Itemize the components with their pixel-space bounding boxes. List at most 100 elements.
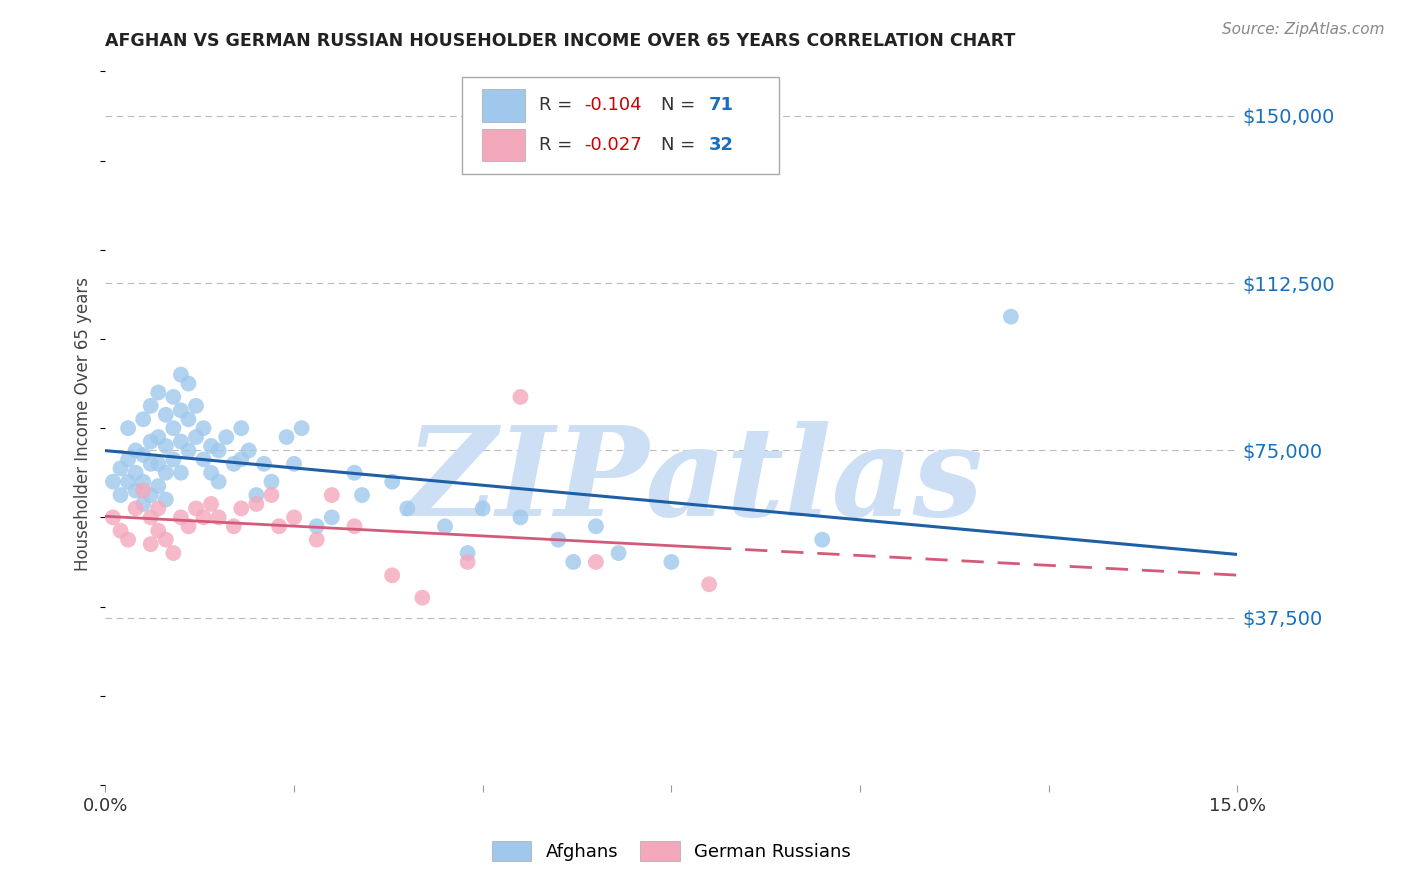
Point: [231, 421, 253, 435]
Point: [148, 457, 170, 471]
Point: [200, 439, 222, 453]
Text: ZIPatlas: ZIPatlas: [405, 421, 983, 542]
Point: [585, 555, 607, 569]
Point: [124, 443, 146, 458]
Point: [238, 443, 260, 458]
Point: [509, 390, 531, 404]
Point: [283, 510, 305, 524]
Point: [208, 510, 231, 524]
Point: [267, 519, 290, 533]
Point: [215, 430, 238, 444]
Point: [132, 475, 155, 489]
Point: [110, 488, 132, 502]
Point: [457, 546, 479, 560]
Text: N =: N =: [661, 96, 702, 114]
Text: Source: ZipAtlas.com: Source: ZipAtlas.com: [1222, 22, 1385, 37]
FancyBboxPatch shape: [482, 129, 526, 161]
Point: [260, 488, 283, 502]
Point: [184, 399, 207, 413]
Point: [343, 519, 366, 533]
Point: [139, 510, 162, 524]
Point: [184, 430, 207, 444]
Point: [110, 461, 132, 475]
Point: [155, 466, 177, 480]
Point: [231, 501, 253, 516]
Point: [607, 546, 630, 560]
Point: [697, 577, 720, 591]
Point: [260, 475, 283, 489]
Point: [170, 368, 193, 382]
Point: [132, 483, 155, 498]
Point: [305, 519, 328, 533]
Point: [155, 439, 177, 453]
Point: [433, 519, 456, 533]
Point: [177, 443, 200, 458]
Point: [200, 497, 222, 511]
Point: [117, 421, 139, 435]
Point: [811, 533, 834, 547]
Point: [148, 501, 170, 516]
Point: [396, 501, 419, 516]
Point: [193, 421, 215, 435]
Point: [139, 434, 162, 449]
Point: [1000, 310, 1022, 324]
Point: [117, 533, 139, 547]
Point: [162, 546, 184, 560]
Text: AFGHAN VS GERMAN RUSSIAN HOUSEHOLDER INCOME OVER 65 YEARS CORRELATION CHART: AFGHAN VS GERMAN RUSSIAN HOUSEHOLDER INC…: [105, 32, 1015, 50]
Point: [155, 408, 177, 422]
Point: [562, 555, 585, 569]
Point: [661, 555, 683, 569]
Point: [117, 452, 139, 467]
Point: [305, 533, 328, 547]
Text: 32: 32: [709, 136, 734, 154]
Point: [101, 475, 124, 489]
Point: [170, 403, 193, 417]
Point: [411, 591, 433, 605]
Point: [139, 537, 162, 551]
Point: [208, 475, 231, 489]
Point: [162, 421, 184, 435]
Point: [162, 452, 184, 467]
Point: [177, 519, 200, 533]
Point: [350, 488, 373, 502]
Point: [200, 466, 222, 480]
Point: [193, 452, 215, 467]
Point: [471, 501, 494, 516]
FancyBboxPatch shape: [463, 77, 779, 175]
Point: [170, 466, 193, 480]
Point: [585, 519, 607, 533]
Point: [162, 390, 184, 404]
Legend: Afghans, German Russians: Afghans, German Russians: [482, 832, 860, 870]
Point: [139, 399, 162, 413]
Point: [547, 533, 569, 547]
Point: [132, 497, 155, 511]
Point: [132, 412, 155, 426]
Point: [117, 475, 139, 489]
Point: [231, 452, 253, 467]
Y-axis label: Householder Income Over 65 years: Householder Income Over 65 years: [75, 277, 93, 571]
Point: [148, 524, 170, 538]
Point: [222, 457, 245, 471]
Point: [124, 466, 146, 480]
Point: [170, 510, 193, 524]
Point: [124, 501, 146, 516]
Point: [101, 510, 124, 524]
Point: [148, 430, 170, 444]
Text: -0.104: -0.104: [585, 96, 643, 114]
Point: [193, 510, 215, 524]
Point: [177, 376, 200, 391]
Point: [170, 434, 193, 449]
Point: [457, 555, 479, 569]
Point: [343, 466, 366, 480]
Point: [381, 568, 404, 582]
Point: [381, 475, 404, 489]
Text: 71: 71: [709, 96, 734, 114]
Point: [124, 483, 146, 498]
Point: [321, 488, 343, 502]
Point: [155, 533, 177, 547]
Point: [245, 488, 267, 502]
Point: [291, 421, 314, 435]
Point: [132, 448, 155, 462]
Point: [139, 457, 162, 471]
Point: [177, 412, 200, 426]
